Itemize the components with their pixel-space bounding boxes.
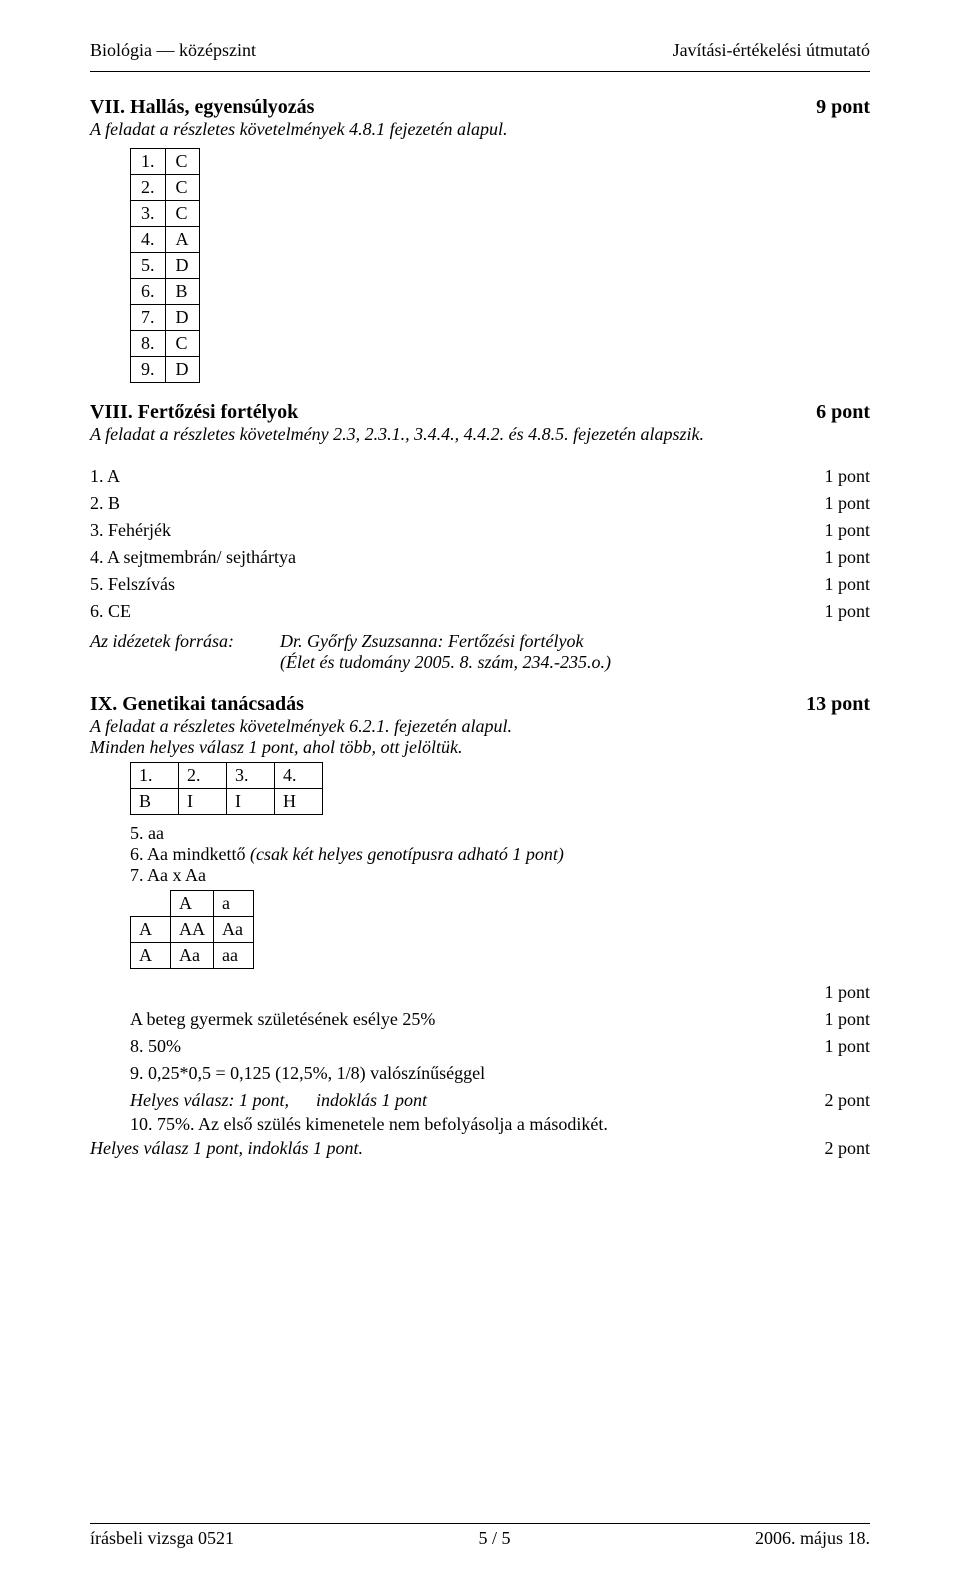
section-8-answers: 1. A1 pont 2. B1 pont 3. Fehérjék1 pont … xyxy=(90,463,870,625)
table-row: 8.C xyxy=(131,331,200,357)
footer-left: írásbeli vizsga 0521 xyxy=(90,1528,234,1549)
header-right: Javítási-értékelési útmutató xyxy=(673,40,870,61)
section-8-basis: A feladat a részletes követelmény 2.3, 2… xyxy=(90,424,870,445)
section-8-head: VIII. Fertőzési fortélyok 6 pont xyxy=(90,401,870,424)
table-row: 6.B xyxy=(131,279,200,305)
section-9-table: 1. 2. 3. 4. B I I H xyxy=(130,762,323,815)
helyes-row-1: Helyes válasz: 1 pont, indoklás 1 pont 2… xyxy=(130,1087,870,1114)
answer-row: 5. Felszívás1 pont xyxy=(90,571,870,598)
section-7-answer-table: 1.C 2.C 3.C 4.A 5.D 6.B 7.D 8.C 9.D xyxy=(130,148,200,383)
section-9-results: 1 pont A beteg gyermek születésének esél… xyxy=(130,979,870,1135)
header-rule xyxy=(90,71,870,72)
answer-row: 6. CE1 pont xyxy=(90,598,870,625)
table-row: 3.C xyxy=(131,201,200,227)
section-7-head: VII. Hallás, egyensúlyozás 9 pont xyxy=(90,96,870,119)
answer-row: 1. A1 pont xyxy=(90,463,870,490)
table-row: 4.A xyxy=(131,227,200,253)
section-8-title: VIII. Fertőzési fortélyok xyxy=(90,401,298,424)
table-row: 9.D xyxy=(131,357,200,383)
section-7-title: VII. Hallás, egyensúlyozás xyxy=(90,96,314,119)
section-9-head: IX. Genetikai tanácsadás 13 pont xyxy=(90,693,870,716)
section-9-title: IX. Genetikai tanácsadás xyxy=(90,693,304,716)
helyes-2-block: Helyes válasz 1 pont, indoklás 1 pont. 2… xyxy=(90,1135,870,1162)
section-9-basis: A feladat a részletes követelmények 6.2.… xyxy=(90,716,870,737)
answer-row: 4. A sejtmembrán/ sejthártya1 pont xyxy=(90,544,870,571)
footer-right: 2006. május 18. xyxy=(755,1528,870,1549)
table-row: 5.D xyxy=(131,253,200,279)
line-7: 7. Aa x Aa xyxy=(130,865,870,886)
section-9-note: Minden helyes válasz 1 pont, ahol több, … xyxy=(90,737,870,758)
result-row: 8. 50%1 pont xyxy=(130,1033,870,1060)
page-header: Biológia — középszint Javítási-értékelés… xyxy=(90,40,870,61)
footer-center: 5 / 5 xyxy=(478,1528,510,1549)
answer-row: 2. B1 pont xyxy=(90,490,870,517)
section-8-points: 6 pont xyxy=(816,401,870,424)
result-row: 9. 0,25*0,5 = 0,125 (12,5%, 1/8) valószí… xyxy=(130,1060,870,1087)
page-footer: írásbeli vizsga 0521 5 / 5 2006. május 1… xyxy=(90,1523,870,1549)
source-label: Az idézetek forrása: xyxy=(90,631,280,652)
line-10: 10. 75%. Az első szülés kimenetele nem b… xyxy=(130,1114,870,1135)
punnett-square: A a A AA Aa A Aa aa xyxy=(130,890,254,969)
table-row: 2.C xyxy=(131,175,200,201)
table-row: 7.D xyxy=(131,305,200,331)
line-6: 6. Aa mindkettő (csak két helyes genotíp… xyxy=(130,844,870,865)
section-7-basis: A feladat a részletes követelmények 4.8.… xyxy=(90,119,870,140)
result-row: A beteg gyermek születésének esélye 25%1… xyxy=(130,1006,870,1033)
result-row: 1 pont xyxy=(130,979,870,1006)
footer-rule xyxy=(90,1523,870,1524)
table-row: 1.C xyxy=(131,149,200,175)
section-9-points: 13 pont xyxy=(806,693,870,716)
line-5: 5. aa xyxy=(130,823,870,844)
header-left: Biológia — középszint xyxy=(90,40,256,61)
answer-row: 3. Fehérjék1 pont xyxy=(90,517,870,544)
source-text: Dr. Győrfy Zsuzsanna: Fertőzési fortélyo… xyxy=(280,631,611,673)
source-row: Az idézetek forrása: Dr. Győrfy Zsuzsann… xyxy=(90,631,870,673)
helyes-row-2: Helyes válasz 1 pont, indoklás 1 pont. 2… xyxy=(90,1135,870,1162)
section-7-points: 9 pont xyxy=(816,96,870,119)
